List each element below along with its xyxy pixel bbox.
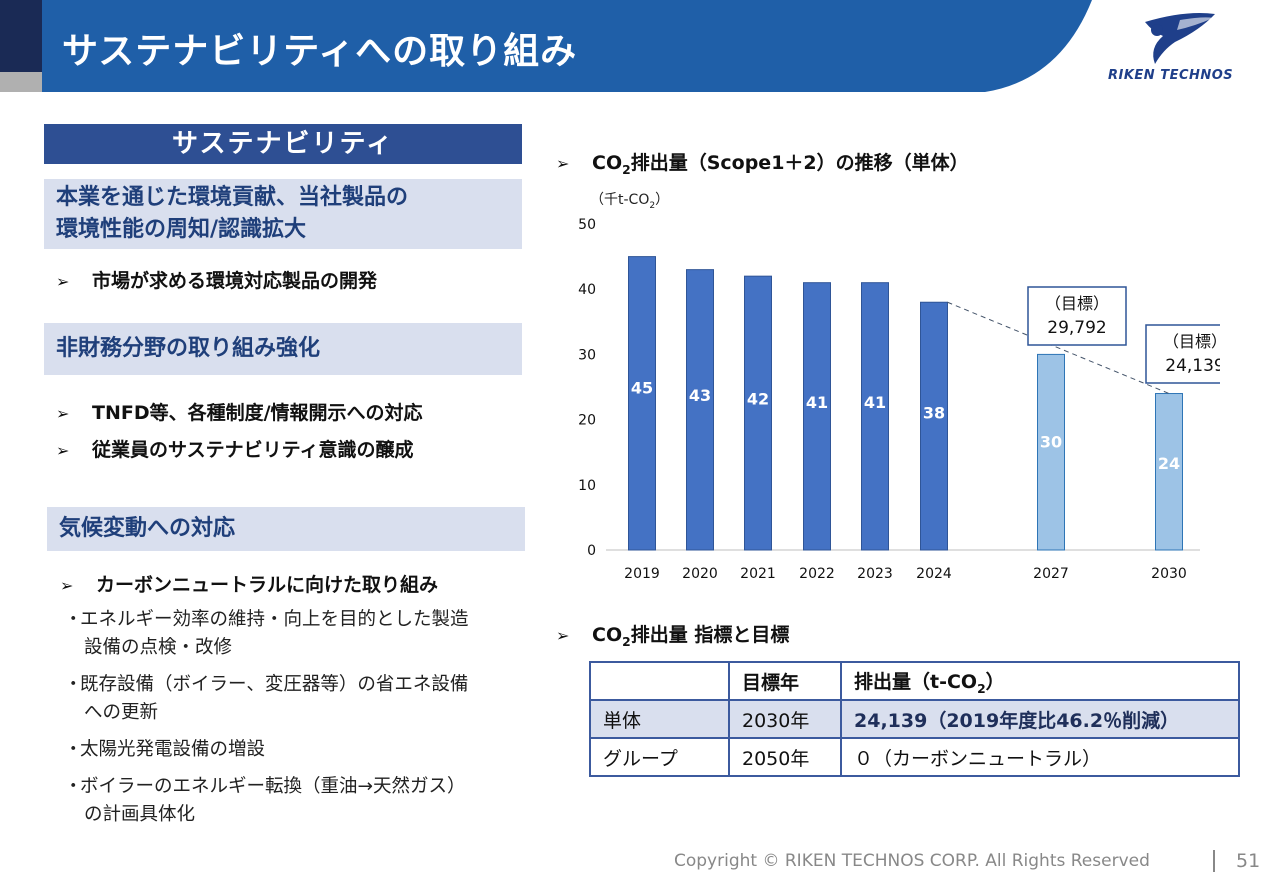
table-header-cell: 排出量（t-CO2） <box>840 661 1240 701</box>
bar-2022 <box>803 282 831 551</box>
bar-value-label: 41 <box>806 393 828 412</box>
sub-item-text: 太陽光発電設備の増設 <box>80 739 266 760</box>
bar-2020 <box>686 269 714 551</box>
table-header-cell <box>589 661 730 701</box>
bullet-item: ➢ カーボンニュートラルに向けた取り組み <box>60 570 438 597</box>
page-number: 51 <box>1236 850 1261 872</box>
page-title: サステナビリティへの取り組み <box>62 31 578 72</box>
logo-text: RIKEN TECHNOS <box>1108 68 1234 83</box>
table-cell: グループ <box>589 737 730 777</box>
table-cell: 単体 <box>589 699 730 739</box>
bar-2019 <box>628 256 656 551</box>
bullet-text: 市場が求める環境対応製品の開発 <box>92 270 378 292</box>
arrow-bullet-icon: ➢ <box>56 272 70 291</box>
riken-logo-icon <box>1145 13 1215 64</box>
sub-item-text: 既存設備（ボイラー、変圧器等）の省エネ設備 <box>80 674 469 695</box>
arrow-bullet-icon: ➢ <box>56 404 70 423</box>
y-tick-label: 40 <box>578 282 596 298</box>
x-tick-label: 2027 <box>1033 566 1069 582</box>
arrow-bullet-icon: ➢ <box>556 154 570 173</box>
bar-2021 <box>744 275 772 551</box>
sub-item: ・既存設備（ボイラー、変圧器等）の省エネ設備 への更新 <box>64 671 534 727</box>
y-tick-label: 30 <box>578 347 596 363</box>
x-tick-label: 2019 <box>624 566 660 582</box>
co2-bar-chart: 0102030405045201943202042202141202241202… <box>578 217 1220 582</box>
target-callout-value: 29,792 <box>1047 318 1106 338</box>
bar-2024 <box>920 301 948 551</box>
copyright-text: Copyright © RIKEN TECHNOS CORP. All Righ… <box>674 851 1150 871</box>
section-heading-line: 環境性能の周知/認識拡大 <box>56 217 307 242</box>
footer-divider <box>1213 850 1215 872</box>
table-cell: 2050年 <box>728 737 842 777</box>
bar-value-label: 42 <box>747 389 769 408</box>
co2-target-table: 目標年 排出量（t-CO2） 単体 2030年 24,139（2019年度比46… <box>589 661 1240 777</box>
sub-item-text: の計画具体化 <box>84 804 196 825</box>
sub-item-text: 設備の点検・改修 <box>84 637 233 658</box>
y-tick-label: 50 <box>578 217 596 233</box>
table-header-row: 目標年 排出量（t-CO2） <box>589 661 1240 701</box>
bar-value-label: 24 <box>1158 454 1180 473</box>
bar-2023 <box>861 282 889 551</box>
arrow-bullet-icon: ➢ <box>56 441 70 460</box>
bar-value-label: 38 <box>923 404 945 423</box>
table-cell: 24,139（2019年度比46.2％削減） <box>840 699 1240 739</box>
sub-item: ・太陽光発電設備の増設 <box>64 739 266 760</box>
bar-value-label: 43 <box>689 386 711 405</box>
target-callout-box <box>1145 324 1220 384</box>
y-tick-label: 0 <box>587 543 596 559</box>
x-tick-label: 2020 <box>682 566 718 582</box>
sustainability-heading: サステナビリティ <box>44 124 522 164</box>
x-tick-label: 2023 <box>857 566 893 582</box>
sub-item-text: への更新 <box>84 702 159 723</box>
bar-value-label: 45 <box>631 379 653 398</box>
bar-2030 <box>1155 393 1183 551</box>
bullet-item: ➢ 従業員のサステナビリティ意識の醸成 <box>56 435 413 462</box>
bar-value-label: 41 <box>864 393 886 412</box>
arrow-bullet-icon: ➢ <box>556 626 570 645</box>
table-section-title: ➢ CO2排出量 指標と目標 <box>556 624 790 649</box>
target-callout-box <box>1027 286 1127 346</box>
sub-item: ・ボイラーのエネルギー転換（重油→天然ガス） の計画具体化 <box>64 773 534 829</box>
bullet-text: カーボンニュートラルに向けた取り組み <box>96 574 439 596</box>
table-cell: ０（カーボンニュートラル） <box>840 737 1240 777</box>
header-banner <box>0 0 1092 92</box>
section-heading-climate: 気候変動への対応 <box>47 507 525 551</box>
sub-item-text: ボイラーのエネルギー転換（重油→天然ガス） <box>80 776 466 797</box>
bullet-text: TNFD等、各種制度/情報開示への対応 <box>92 402 423 424</box>
x-tick-label: 2030 <box>1151 566 1187 582</box>
trend-line <box>947 301 1170 394</box>
x-tick-label: 2021 <box>740 566 776 582</box>
bullet-item: ➢ TNFD等、各種制度/情報開示への対応 <box>56 398 423 425</box>
x-tick-label: 2024 <box>916 566 952 582</box>
section-heading-line: 本業を通じた環境貢献、当社製品の <box>56 185 409 210</box>
table-row: 単体 2030年 24,139（2019年度比46.2％削減） <box>589 699 1240 739</box>
bar-2027 <box>1037 353 1065 551</box>
table-header-cell: 目標年 <box>728 661 842 701</box>
bullet-text: 従業員のサステナビリティ意識の醸成 <box>92 439 414 461</box>
bullet-item: ➢ 市場が求める環境対応製品の開発 <box>56 266 377 293</box>
target-callout-label: （目標） <box>1163 332 1220 351</box>
chart-section-title: ➢ CO2排出量（Scope1＋2）の推移（単体） <box>556 152 969 177</box>
sub-item: ・エネルギー効率の維持・向上を目的とした製造 設備の点検・改修 <box>64 606 534 662</box>
table-cell: 2030年 <box>728 699 842 739</box>
y-tick-label: 20 <box>578 413 596 429</box>
section-heading-nonfinancial: 非財務分野の取り組み強化 <box>44 323 522 375</box>
x-tick-label: 2022 <box>799 566 835 582</box>
bar-value-label: 30 <box>1040 432 1062 451</box>
chart-unit-label: （千t-CO2） <box>590 192 670 211</box>
target-callout-value: 24,139 <box>1165 356 1220 376</box>
sub-item-text: エネルギー効率の維持・向上を目的とした製造 <box>80 609 469 630</box>
section-heading-environment: 本業を通じた環境貢献、当社製品の 環境性能の周知/認識拡大 <box>44 179 522 249</box>
table-row: グループ 2050年 ０（カーボンニュートラル） <box>589 737 1240 777</box>
target-callout-label: （目標） <box>1045 294 1109 313</box>
arrow-bullet-icon: ➢ <box>60 576 74 595</box>
y-tick-label: 10 <box>578 478 596 494</box>
